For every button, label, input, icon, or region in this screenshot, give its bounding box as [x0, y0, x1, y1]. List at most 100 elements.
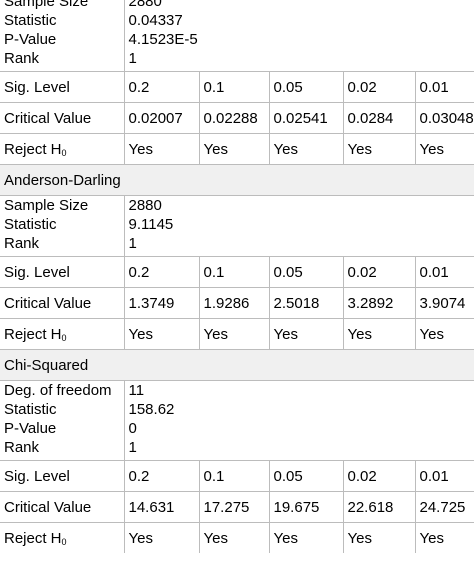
sig-level-cell: 0.1 [198, 460, 269, 492]
stat-label: P-Value [4, 420, 57, 437]
stat-label: Sample Size [0, 195, 124, 215]
stat-label: Statistic [4, 401, 57, 418]
row-label: Sig. Level [0, 71, 124, 103]
stat-row: Sample Size 2880 [0, 0, 474, 11]
critical-value-cell: 2.5018 [268, 287, 343, 319]
sig-level-cell: 0.02 [342, 256, 415, 288]
sig-level-cell: 0.02 [342, 460, 415, 492]
row-label-text: Sig. Level [4, 263, 70, 281]
reject-cell: Yes [198, 522, 269, 553]
critical-value-cell: 1.3749 [123, 287, 199, 319]
row-label: Reject H0 [0, 522, 124, 553]
stat-value: 11 [123, 380, 474, 400]
stat-row: Statistic 0.04337 [0, 11, 474, 30]
stat-label: Statistic [4, 216, 57, 233]
stat-row: Sample Size 2880 [0, 195, 474, 215]
reject-cell: Yes [342, 133, 415, 165]
section-header: Anderson-Darling [0, 164, 474, 196]
stat-value: 0.04337 [123, 11, 474, 30]
sig-level-cell: 0.05 [268, 71, 343, 103]
row-label-text: Critical Value [4, 294, 92, 312]
critical-value-cell: 0.02541 [268, 102, 343, 134]
stat-value: 158.62 [123, 400, 474, 419]
row-label: Critical Value [0, 102, 124, 134]
row-label-text: Sig. Level [4, 78, 70, 96]
sig-level-cell: 0.01 [414, 460, 474, 492]
critical-value-cell: 0.03048 [414, 102, 474, 134]
stat-value: 1 [123, 234, 474, 257]
row-label: Sig. Level [0, 256, 124, 288]
row-label-text: Reject H [4, 529, 62, 547]
reject-row: Reject H0 Yes Yes Yes Yes Yes [0, 133, 474, 165]
hypothesis-subscript: 0 [61, 332, 67, 343]
reject-cell: Yes [414, 133, 474, 165]
critical-value-cell: 14.631 [123, 491, 199, 523]
stat-label: Sample Size [0, 0, 124, 11]
row-label: Reject H0 [0, 318, 124, 350]
reject-cell: Yes [198, 133, 269, 165]
row-label-text: Sig. Level [4, 467, 70, 485]
sig-level-row: Sig. Level 0.2 0.1 0.05 0.02 0.01 [0, 71, 474, 103]
hypothesis-subscript: 0 [61, 536, 67, 547]
reject-cell: Yes [342, 522, 415, 553]
stat-row: Rank 1 [0, 438, 474, 461]
reject-cell: Yes [342, 318, 415, 350]
reject-cell: Yes [123, 318, 199, 350]
reject-cell: Yes [123, 522, 199, 553]
stat-label: Statistic [4, 12, 57, 29]
stat-row: P-Value 0 [0, 419, 474, 438]
reject-cell: Yes [414, 522, 474, 553]
stat-label: P-Value [4, 31, 57, 48]
stat-row: Statistic 9.1145 [0, 215, 474, 234]
reject-cell: Yes [268, 318, 343, 350]
sig-level-row: Sig. Level 0.2 0.1 0.05 0.02 0.01 [0, 256, 474, 288]
stat-label: Deg. of freedom [0, 380, 124, 400]
sig-level-cell: 0.1 [198, 256, 269, 288]
sig-level-cell: 0.02 [342, 71, 415, 103]
stat-row: Rank 1 [0, 49, 474, 72]
stat-value: 0 [123, 419, 474, 438]
stat-row: Statistic 158.62 [0, 400, 474, 419]
critical-value-cell: 0.02007 [123, 102, 199, 134]
section-title: Anderson-Darling [0, 164, 474, 196]
critical-value-row: Critical Value 0.02007 0.02288 0.02541 0.028… [0, 102, 474, 134]
stat-row: Deg. of freedom 11 [0, 380, 474, 400]
row-label: Critical Value [0, 491, 124, 523]
row-label: Critical Value [0, 287, 124, 319]
row-label-text: Reject H [4, 325, 62, 343]
critical-value-cell: 3.9074 [414, 287, 474, 319]
row-label: Sig. Level [0, 460, 124, 492]
row-label: Reject H0 [0, 133, 124, 165]
stat-value: 4.1523E-5 [123, 30, 474, 49]
row-label-text: Reject H [4, 140, 62, 158]
stat-row: P-Value 4.1523E-5 [0, 30, 474, 49]
stat-label: Rank [4, 439, 40, 456]
reject-cell: Yes [268, 522, 343, 553]
stat-value: 2880 [123, 195, 474, 215]
reject-row: Reject H0 Yes Yes Yes Yes Yes [0, 318, 474, 350]
sig-level-cell: 0.01 [414, 71, 474, 103]
hypothesis-subscript: 0 [61, 147, 67, 158]
critical-value-row: Critical Value 14.631 17.275 19.675 22.618 24… [0, 491, 474, 523]
stat-value: 9.1145 [123, 215, 474, 234]
critical-value-cell: 0.02288 [198, 102, 269, 134]
sig-level-cell: 0.05 [268, 460, 343, 492]
sig-level-cell: 0.01 [414, 256, 474, 288]
sig-level-cell: 0.2 [123, 71, 199, 103]
sig-level-cell: 0.1 [198, 71, 269, 103]
sig-level-cell: 0.2 [123, 460, 199, 492]
stat-label: Rank [4, 235, 40, 252]
critical-value-cell: 24.725 [414, 491, 474, 523]
reject-cell: Yes [123, 133, 199, 165]
critical-value-row: Critical Value 1.3749 1.9286 2.5018 3.2892 3.… [0, 287, 474, 319]
critical-value-cell: 17.275 [198, 491, 269, 523]
row-label-text: Critical Value [4, 498, 92, 516]
stat-value: 1 [123, 49, 474, 72]
sig-level-cell: 0.2 [123, 256, 199, 288]
reject-cell: Yes [198, 318, 269, 350]
reject-cell: Yes [268, 133, 343, 165]
stat-row: Rank 1 [0, 234, 474, 257]
stat-value: 2880 [123, 0, 474, 11]
critical-value-cell: 3.2892 [342, 287, 415, 319]
